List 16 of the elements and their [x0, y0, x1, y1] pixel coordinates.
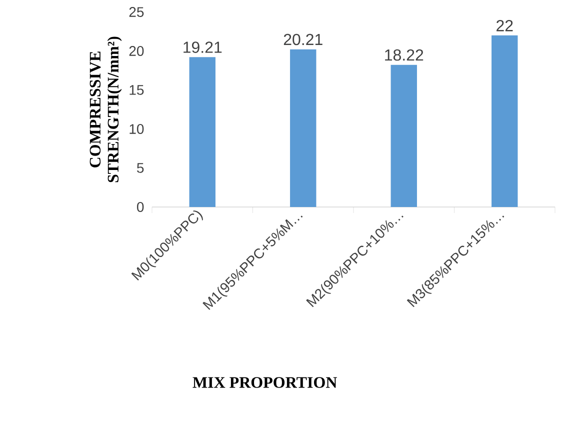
- x-axis-title: MIX PROPORTION: [192, 377, 338, 388]
- y-tick-label: 10: [130, 124, 144, 134]
- y-tick-label: 0: [136, 202, 144, 212]
- bar: [189, 57, 216, 207]
- bar: [492, 35, 518, 207]
- bar: [390, 64, 417, 207]
- data-label: 22: [496, 20, 513, 32]
- y-tick-label: 20: [129, 46, 144, 56]
- bar: [290, 49, 316, 207]
- data-label: 19.21: [184, 42, 222, 53]
- y-axis-title: COMPRESSIVE STRENGTH(N/mm²): [90, 36, 122, 182]
- y-tick-label: 15: [130, 85, 144, 95]
- data-label: 20.21: [284, 34, 322, 46]
- data-label: 18.22: [385, 49, 424, 61]
- y-tick-label: 25: [129, 7, 144, 17]
- y-tick-label: 5: [137, 163, 144, 173]
